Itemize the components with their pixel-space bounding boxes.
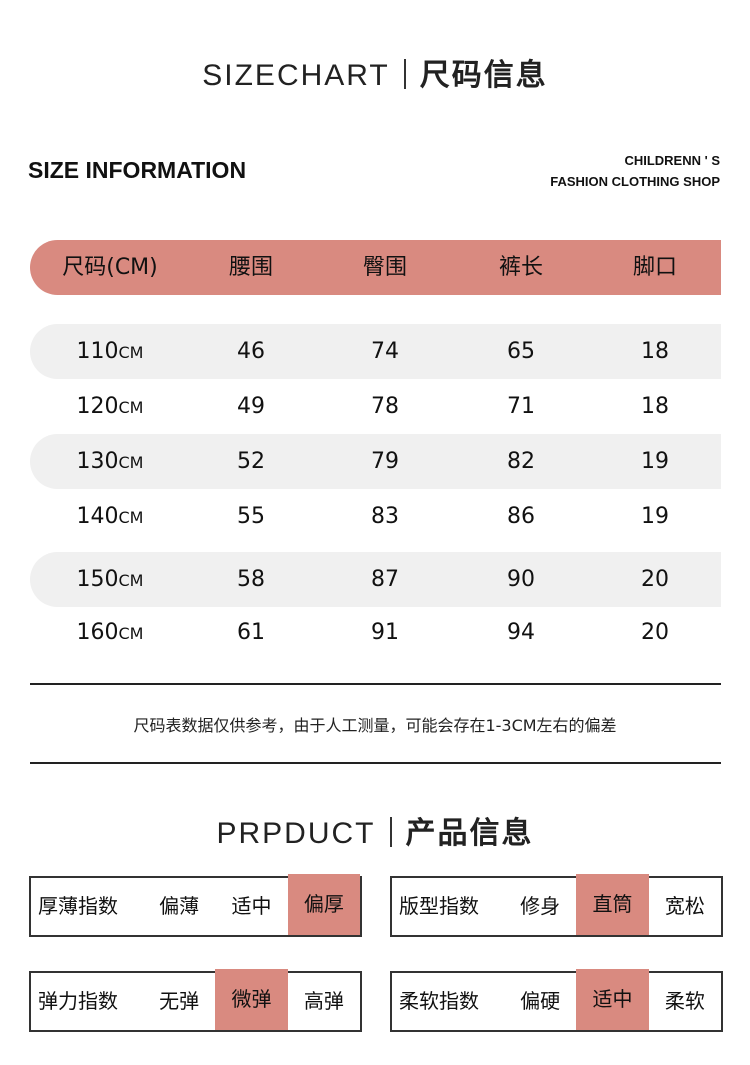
value-cell: 19 (641, 504, 669, 529)
size-value: 120 (76, 394, 119, 419)
index-option-selected: 直筒 (576, 874, 649, 935)
product-title: PRPDUCT 产品信息 (0, 808, 750, 852)
size-information-heading: SIZE INFORMATION (28, 157, 247, 183)
value-cell: 19 (641, 449, 669, 474)
index-option: 无弹 (159, 989, 200, 1013)
index-box: 版型指数 修身 直筒 宽松 (390, 874, 723, 937)
header-cell: 臀围 (362, 255, 407, 280)
size-cell: 120CM (50, 379, 170, 434)
index-option: 高弹 (303, 989, 344, 1013)
index-option-selected: 偏厚 (287, 874, 360, 935)
size-value: 150 (76, 567, 119, 592)
header-cell: 腰围 (228, 255, 273, 280)
index-option: 宽松 (664, 894, 705, 918)
value-cell: 94 (507, 620, 535, 645)
table-row: 160CM 61 91 94 20 (30, 605, 721, 660)
title-divider (403, 59, 406, 89)
size-cell: 150CM (50, 552, 170, 607)
size-cell: 140CM (50, 489, 170, 544)
value-cell: 61 (237, 620, 265, 645)
measurement-note: 尺码表数据仅供参考，由于人工测量，可能会存在1-3CM左右的偏差 (133, 716, 617, 735)
size-unit: CM (118, 398, 144, 417)
value-cell: 71 (507, 394, 535, 419)
value-cell: 58 (237, 567, 265, 592)
value-cell: 46 (237, 339, 265, 364)
table-header: 尺码(CM) 腰围 臀围 裤长 脚口 (30, 240, 721, 295)
divider-bottom (30, 762, 721, 764)
value-cell: 55 (237, 504, 265, 529)
index-label: 版型指数 (399, 894, 479, 918)
header-cell: 裤长 (498, 255, 543, 280)
divider-top (30, 683, 721, 685)
value-cell: 18 (641, 394, 669, 419)
title-cn: 尺码信息 (419, 58, 548, 93)
shop-line-2: FASHION CLOTHING SHOP (550, 174, 720, 189)
size-unit: CM (118, 624, 144, 643)
size-unit: CM (118, 453, 144, 472)
size-value: 110 (76, 339, 119, 364)
value-cell: 91 (371, 620, 399, 645)
header-cell: 尺码(CM) (62, 255, 158, 280)
table-row: 140CM 55 83 86 19 (30, 489, 721, 544)
value-cell: 18 (641, 339, 669, 364)
index-option: 偏薄 (159, 894, 200, 918)
value-cell: 83 (371, 504, 399, 529)
index-label: 弹力指数 (38, 989, 118, 1013)
size-value: 140 (76, 504, 119, 529)
index-option: 适中 (231, 894, 272, 918)
size-unit: CM (118, 343, 144, 362)
value-cell: 82 (507, 449, 535, 474)
product-title-en: PRPDUCT (216, 817, 376, 850)
size-value: 160 (76, 620, 119, 645)
value-cell: 74 (371, 339, 399, 364)
shop-name: CHILDRENN ' S FASHION CLOTHING SHOP (550, 150, 720, 192)
index-label: 厚薄指数 (38, 894, 118, 918)
size-cell: 110CM (50, 324, 170, 379)
value-cell: 65 (507, 339, 535, 364)
table-row: 150CM 58 87 90 20 (30, 552, 721, 607)
index-option: 柔软 (664, 989, 705, 1013)
index-option-selected: 适中 (576, 969, 649, 1030)
value-cell: 79 (371, 449, 399, 474)
value-cell: 20 (641, 620, 669, 645)
value-cell: 86 (507, 504, 535, 529)
header-cell: 脚口 (632, 255, 677, 280)
value-cell: 20 (641, 567, 669, 592)
index-box: 弹力指数 无弹 微弹 高弹 (29, 969, 362, 1032)
shop-line-1: CHILDRENN ' S (624, 153, 720, 168)
product-title-cn: 产品信息 (405, 816, 534, 851)
value-cell: 90 (507, 567, 535, 592)
size-unit: CM (118, 508, 144, 527)
size-cell: 130CM (50, 434, 170, 489)
value-cell: 87 (371, 567, 399, 592)
size-chart-title: SIZECHART 尺码信息 (0, 50, 750, 94)
table-row: 120CM 49 78 71 18 (30, 379, 721, 434)
table-row: 110CM 46 74 65 18 (30, 324, 721, 379)
size-cell: 160CM (50, 605, 170, 660)
index-option: 偏硬 (520, 989, 561, 1013)
value-cell: 49 (237, 394, 265, 419)
size-unit: CM (118, 571, 144, 590)
index-option: 修身 (520, 894, 561, 918)
title-divider (389, 817, 392, 847)
title-en: SIZECHART (202, 59, 390, 92)
value-cell: 52 (237, 449, 265, 474)
index-option-selected: 微弹 (215, 969, 288, 1030)
index-box: 厚薄指数 偏薄 适中 偏厚 (29, 874, 362, 937)
size-value: 130 (76, 449, 119, 474)
value-cell: 78 (371, 394, 399, 419)
table-row: 130CM 52 79 82 19 (30, 434, 721, 489)
index-label: 柔软指数 (399, 989, 479, 1013)
index-box: 柔软指数 偏硬 适中 柔软 (390, 969, 723, 1032)
